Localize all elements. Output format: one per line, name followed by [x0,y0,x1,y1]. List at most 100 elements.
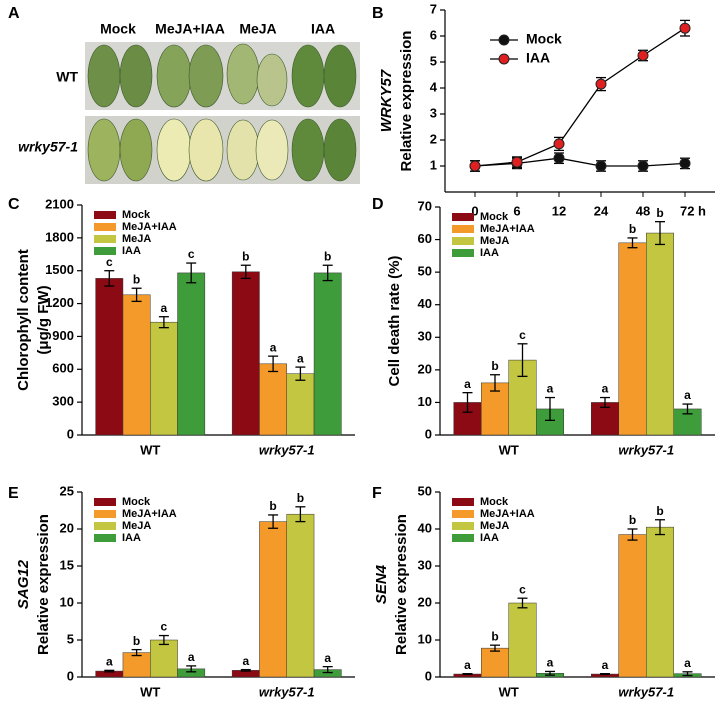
point [679,22,691,34]
bar [481,647,509,678]
legend-label: MeJA [122,233,151,245]
point [637,160,649,172]
panel-letter: E [8,485,19,502]
significance-letter: c [161,620,168,634]
leaf [87,118,121,182]
x-tick-label: 48 [636,203,650,218]
leaves-wt [87,43,357,108]
row-label: WT [56,69,78,85]
legend-swatch [94,247,116,255]
point [679,157,691,169]
legend-label: MeJA+IAA [122,221,177,233]
legend-label: IAA [122,245,141,257]
legend-swatch [452,498,474,506]
legend-swatch [452,237,474,245]
significance-letter: b [629,513,636,527]
leaves-mutant [87,118,357,182]
y-tick-label: 1 [430,157,437,172]
y-tick-label: 10 [418,631,432,646]
bar [646,526,674,678]
y-axis-label: SEN4 [373,564,390,604]
bar [150,639,178,678]
significance-letter: b [242,249,249,263]
bar [122,294,151,436]
bar [259,363,288,436]
leaf [119,118,153,182]
bar [313,272,342,436]
y-tick-label: 40 [418,296,432,311]
x-tick-label: wrky57-1 [259,442,315,457]
y-tick-label: 300 [52,394,74,409]
y-axis-label: WRKY57 [378,69,395,132]
x-tick-label: wrky57-1 [618,684,674,699]
bar [286,373,315,436]
legend-swatch [94,223,116,231]
significance-letter: a [297,351,304,365]
significance-letter: b [491,629,498,643]
y-tick-label: 20 [418,361,432,376]
y-axis-label: Relative expression [398,31,415,172]
x-tick-label: WT [140,684,160,699]
significance-letter: a [242,654,249,668]
y-tick-label: 900 [52,328,74,343]
y-tick-label: 1800 [45,229,74,244]
panel-letter: C [8,196,20,213]
column-label: MeJA+IAA [155,21,225,37]
point [553,138,565,150]
column-label: Mock [100,21,136,37]
y-tick-label: 1500 [45,262,74,277]
legend-label: MeJA+IAA [122,508,177,520]
panel-letter: D [372,196,384,213]
legend-label: IAA [480,247,499,259]
leaf [323,118,357,182]
y-tick-label: 30 [418,557,432,572]
y-axis-label: Chlorophyll content [15,249,32,391]
line [474,157,686,167]
significance-letter: b [656,206,663,220]
x-tick-label: wrky57-1 [618,442,674,457]
y-axis-label: SAG12 [15,559,32,609]
y-tick-label: 20 [60,520,74,535]
legend-marker [498,53,510,65]
significance-letter: a [464,658,471,672]
significance-letter: b [656,504,663,518]
legend-swatch [94,534,116,542]
y-tick-label: 20 [418,594,432,609]
x-tick-label: WT [499,684,519,699]
legend-label: IAA [526,50,550,66]
y-tick-label: 25 [60,483,74,498]
y-tick-label: 6 [430,27,437,42]
legend-swatch [452,510,474,518]
point [595,78,607,90]
y-axis-label: Cell death rate (%) [386,256,403,387]
y-tick-label: 70 [418,198,432,213]
legend-label: Mock [122,496,151,508]
significance-letter: b [324,249,331,263]
significance-letter: b [629,222,636,236]
x-tick-label: 6 [513,203,520,218]
leaf [291,118,325,182]
column-label: MeJA [239,21,276,37]
significance-letter: a [188,650,195,664]
legend-swatch [452,522,474,530]
bar [122,652,151,678]
panel-letter: A [8,5,20,22]
significance-letter: b [491,359,498,373]
point [637,50,649,61]
legend-label: Mock [480,496,509,508]
y-tick-label: 10 [60,594,74,609]
significance-letter: a [547,656,554,670]
legend-label: MeJA [480,520,509,532]
legend-swatch [452,213,474,221]
y-tick-label: 4 [430,79,438,94]
y-tick-label: 40 [418,520,432,535]
legend-label: IAA [122,532,141,544]
leaf [156,118,192,182]
legend-swatch [452,534,474,542]
y-tick-label: 50 [418,483,432,498]
x-tick-label: WT [140,442,160,457]
y-tick-label: 30 [418,329,432,344]
x-tick-label: 0 [471,203,478,218]
legend-swatch [94,522,116,530]
